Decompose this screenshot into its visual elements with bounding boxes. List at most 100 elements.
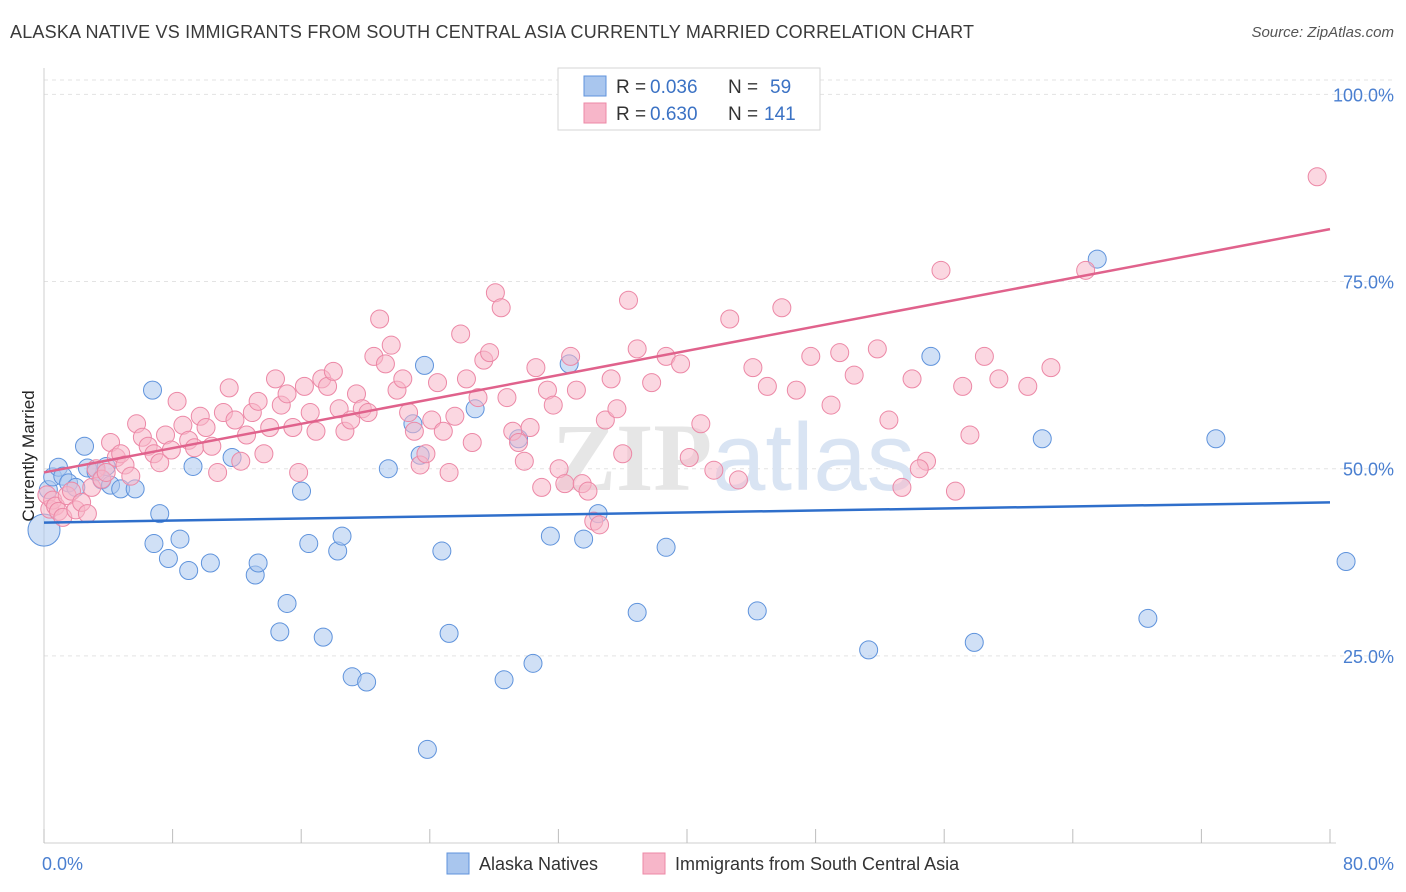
alaska-natives-point — [627, 602, 647, 622]
alaska-natives-point — [270, 622, 290, 642]
immigrants-sca-point — [555, 474, 575, 494]
immigrants-sca-point — [433, 421, 453, 441]
legend-n-value-1: 59 — [770, 77, 791, 98]
alaska-natives-point — [378, 459, 398, 479]
immigrants-sca-point — [381, 335, 401, 355]
bottom-legend-label-pink: Immigrants from South Central Asia — [675, 854, 960, 874]
alaska-natives-point — [75, 436, 95, 456]
immigrants-sca-point — [404, 421, 424, 441]
immigrants-sca-point — [370, 309, 390, 329]
immigrants-sca-point — [757, 376, 777, 396]
immigrants-sca-point — [989, 369, 1009, 389]
immigrants-sca-point — [416, 444, 436, 464]
immigrants-sca-point — [679, 447, 699, 467]
immigrants-sca-point — [254, 444, 274, 464]
immigrants-sca-point — [375, 354, 395, 374]
alaska-natives-point — [523, 653, 543, 673]
immigrants-sca-point — [439, 462, 459, 482]
alaska-natives-point — [332, 526, 352, 546]
alaska-natives-point — [1206, 429, 1226, 449]
alaska-natives-point — [277, 593, 297, 613]
immigrants-sca-point — [294, 376, 314, 396]
immigrants-sca-point — [1041, 358, 1061, 378]
y-tick-label: 100.0% — [1333, 85, 1394, 105]
alaska-natives-point — [921, 346, 941, 366]
immigrants-sca-point — [844, 365, 864, 385]
alaska-natives-point — [747, 601, 767, 621]
immigrants-sca-point — [543, 395, 563, 415]
y-axis-tick-labels: 25.0% 50.0% 75.0% 100.0% — [1333, 85, 1394, 666]
series-legend: Alaska Natives Immigrants from South Cen… — [446, 852, 960, 875]
immigrants-sca-point — [428, 373, 448, 393]
immigrants-sca-point — [491, 298, 511, 318]
y-tick-label: 50.0% — [1343, 460, 1394, 480]
immigrants-sca-point — [231, 451, 251, 471]
immigrants-sca-point — [225, 410, 245, 430]
alaska-natives-point — [292, 481, 312, 501]
alaska-natives-point — [183, 456, 203, 476]
immigrants-sca-point — [743, 358, 763, 378]
immigrants-sca-point — [514, 451, 534, 471]
y-tick-label: 75.0% — [1343, 273, 1394, 293]
alaska-natives-point — [494, 670, 514, 690]
alaska-natives-point — [179, 561, 199, 581]
alaska-natives-point — [248, 553, 268, 573]
immigrants-sca-point — [196, 418, 216, 438]
legend-swatch-blue — [583, 75, 607, 97]
immigrants-sca-point — [909, 459, 929, 479]
alaska-natives-point — [313, 627, 333, 647]
immigrants-sca-point — [184, 438, 204, 458]
immigrants-sca-point — [772, 298, 792, 318]
alaska-natives-point — [144, 534, 164, 554]
alaska-natives-point — [299, 534, 319, 554]
series-immigrants-south-central-asia — [37, 167, 1327, 535]
alaska-natives-point — [439, 623, 459, 643]
immigrants-sca-point — [208, 462, 228, 482]
immigrants-sca-point — [642, 373, 662, 393]
immigrants-sca-point — [456, 369, 476, 389]
immigrants-sca-point — [867, 339, 887, 359]
gridlines — [44, 79, 1394, 657]
immigrants-sca-point — [821, 395, 841, 415]
immigrants-sca-point — [306, 421, 326, 441]
immigrants-sca-point — [150, 453, 170, 473]
alaska-natives-point — [656, 537, 676, 557]
x-axis-ticks — [43, 829, 1331, 843]
bottom-legend-label-blue: Alaska Natives — [479, 854, 598, 874]
alaska-natives-point — [143, 380, 163, 400]
immigrants-sca-point — [265, 369, 285, 389]
immigrants-sca-point — [902, 369, 922, 389]
x-tick-label-min: 0.0% — [42, 854, 83, 874]
immigrants-sca-point — [720, 309, 740, 329]
immigrants-sca-point — [704, 460, 724, 480]
immigrants-sca-point — [561, 346, 581, 366]
immigrants-sca-point — [960, 425, 980, 445]
immigrants-sca-point — [879, 410, 899, 430]
alaska-natives-point — [964, 632, 984, 652]
immigrants-sca-point — [289, 462, 309, 482]
chart-source: Source: ZipAtlas.com — [1251, 24, 1394, 41]
immigrants-sca-point — [595, 410, 615, 430]
alaska-natives-point — [540, 526, 560, 546]
immigrants-sca-point — [77, 504, 97, 524]
immigrants-sca-point — [167, 391, 187, 411]
immigrants-sca-point — [974, 346, 994, 366]
immigrants-sca-point — [945, 481, 965, 501]
immigrants-sca-point — [691, 414, 711, 434]
immigrants-sca-point — [786, 380, 806, 400]
immigrants-sca-point — [393, 369, 413, 389]
alaska-natives-point — [200, 553, 220, 573]
alaska-natives-point — [574, 529, 594, 549]
legend-r-label-2: R = — [616, 104, 646, 125]
alaska-natives-point — [1336, 552, 1356, 572]
immigrants-sca-point — [1018, 376, 1038, 396]
immigrants-sca-point — [422, 410, 442, 430]
immigrants-sca-point — [445, 406, 465, 426]
immigrants-sca-point — [578, 481, 598, 501]
immigrants-sca-point — [277, 384, 297, 404]
alaska-natives-point — [1087, 249, 1107, 269]
immigrants-sca-point — [601, 369, 621, 389]
legend-r-value-1: 0.036 — [650, 77, 698, 98]
alaska-natives-point — [357, 672, 377, 692]
legend-n-label-2: N = — [728, 104, 758, 125]
